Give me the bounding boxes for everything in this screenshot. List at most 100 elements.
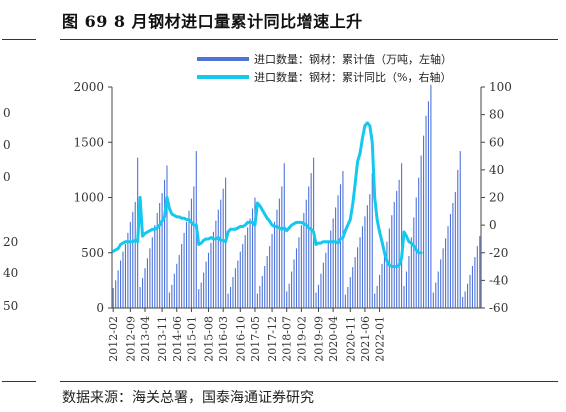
bar xyxy=(462,296,464,308)
bar xyxy=(359,237,361,308)
bar xyxy=(388,228,390,308)
bar xyxy=(166,165,168,308)
line-point xyxy=(126,240,130,243)
line-point xyxy=(239,225,242,228)
line-point xyxy=(116,247,120,250)
line-point xyxy=(248,221,252,224)
bar xyxy=(286,291,288,308)
line-point xyxy=(265,217,269,220)
bar xyxy=(440,259,442,308)
right-axis-tick-label: -60 xyxy=(489,301,508,315)
line-point xyxy=(351,203,354,206)
bar xyxy=(229,287,232,308)
x-axis-tick-label: 2017-12 xyxy=(266,316,279,362)
line-point xyxy=(246,221,249,224)
bar xyxy=(278,198,280,308)
bar xyxy=(391,215,393,308)
page-title: 图 69 8 月钢材进口量累计同比增速上升 xyxy=(62,12,363,31)
line-point xyxy=(190,221,193,224)
line-point xyxy=(373,196,376,199)
line-point xyxy=(297,221,301,224)
right-axis-tick-label: -20 xyxy=(489,246,508,260)
line-point xyxy=(336,241,340,245)
bar xyxy=(124,243,126,308)
bar xyxy=(254,197,256,308)
line-point xyxy=(402,230,406,234)
bar xyxy=(295,248,298,308)
bar xyxy=(276,209,278,308)
legend-swatch-bars xyxy=(197,57,249,61)
line-point xyxy=(224,240,227,243)
bar xyxy=(163,179,166,308)
line-point xyxy=(180,217,183,220)
bar xyxy=(271,233,273,308)
line-point xyxy=(361,136,364,140)
line-point xyxy=(251,221,254,224)
bar xyxy=(342,170,344,308)
line-point xyxy=(214,237,218,241)
line-point xyxy=(378,230,381,234)
bar xyxy=(430,84,432,308)
bar xyxy=(232,277,234,308)
bar xyxy=(335,207,337,308)
bar xyxy=(291,271,293,308)
bar xyxy=(344,294,346,308)
x-axis-tick-label: 2019-09 xyxy=(312,316,325,362)
bar xyxy=(256,293,258,308)
x-axis-tick-label: 2019-02 xyxy=(295,316,308,362)
bar xyxy=(120,260,122,308)
line-point xyxy=(114,248,117,252)
bar xyxy=(173,273,175,308)
line-point xyxy=(136,240,139,243)
line-point xyxy=(358,152,362,155)
line-point xyxy=(160,219,164,223)
bar xyxy=(205,261,207,308)
line-point xyxy=(334,240,337,243)
line-point xyxy=(417,251,420,254)
bar xyxy=(159,203,161,308)
dual-axis-chart: 进口数量：钢材：累计值（万吨，左轴） 进口数量：钢材：累计同比（%，右轴） 0 5… xyxy=(73,52,511,362)
bar xyxy=(471,266,473,308)
line-point xyxy=(292,222,296,225)
line-point xyxy=(314,243,318,246)
line-point xyxy=(366,121,369,125)
line-point xyxy=(204,237,208,241)
line-point xyxy=(141,234,144,238)
bar xyxy=(244,235,246,308)
top-rule xyxy=(60,39,558,40)
line-point xyxy=(290,223,293,227)
line-point xyxy=(412,244,415,248)
line-point xyxy=(383,251,386,254)
legend-label-bars: 进口数量：钢材：累计值（万吨，左轴） xyxy=(254,52,452,66)
bar xyxy=(408,256,410,308)
bar xyxy=(112,288,114,308)
bar xyxy=(396,190,398,308)
line-point xyxy=(131,240,134,243)
bar xyxy=(379,274,381,308)
line-point xyxy=(153,228,156,231)
bar xyxy=(168,292,170,308)
bar xyxy=(305,199,307,308)
line-point xyxy=(346,223,350,227)
bar xyxy=(266,256,268,308)
bar xyxy=(374,293,376,308)
left-edge-fragment: 0 xyxy=(3,106,11,120)
line-point xyxy=(231,228,235,231)
line-point xyxy=(134,239,137,242)
right-axis-tick-label: 0 xyxy=(489,218,497,232)
line-point xyxy=(285,229,288,232)
bar xyxy=(269,246,271,308)
line-point xyxy=(344,229,347,232)
bar xyxy=(134,201,136,308)
line-point xyxy=(226,230,230,234)
line-point xyxy=(397,263,401,267)
bar xyxy=(308,186,310,308)
line-point xyxy=(275,225,279,228)
left-axis-tick-label: 0 xyxy=(96,301,104,315)
line-point xyxy=(236,226,240,230)
bar xyxy=(142,278,144,308)
top-rule-left xyxy=(2,39,36,40)
line-point xyxy=(121,241,125,245)
line-point xyxy=(158,223,161,227)
line-point xyxy=(400,257,403,260)
